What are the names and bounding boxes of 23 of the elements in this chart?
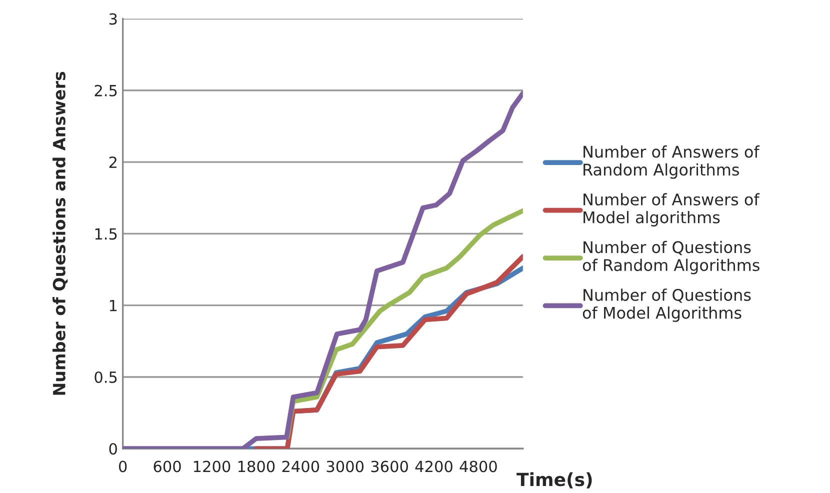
line-series [254,254,523,449]
legend-label: Number of Questions of Model Algorithms [582,288,751,322]
y-axis-title: Number of Questions and Answers [52,72,68,395]
x-tick-label: 3600 [371,460,408,472]
x-tick-label: 1200 [194,460,230,472]
y-tick-label: 3 [109,13,117,25]
x-axis-title: Time(s) [516,472,592,488]
x-tick-label: 600 [154,460,181,472]
x-tick-label: 3000 [326,460,364,472]
legend-label: Number of Answers of Model algorithms [584,193,760,226]
y-tick-label: 1 [110,300,117,312]
x-tick-label: 2400 [282,460,320,472]
legend-label: Number of Questions of Random Algorithms [582,240,760,274]
y-tick-label: 2 [109,156,116,168]
y-tick-label: 1.5 [95,228,117,240]
legend-label: Number of Answers of Random Algorithms [584,145,760,179]
x-tick-label: 4200 [415,460,452,472]
y-tick-label: 0 [109,443,117,455]
y-tick-label: 2.5 [94,84,117,96]
x-tick-label: 1800 [238,460,275,472]
x-tick-label: 4800 [460,460,497,472]
x-tick-label: 0 [118,460,127,472]
y-tick-label: 0.5 [94,371,117,383]
